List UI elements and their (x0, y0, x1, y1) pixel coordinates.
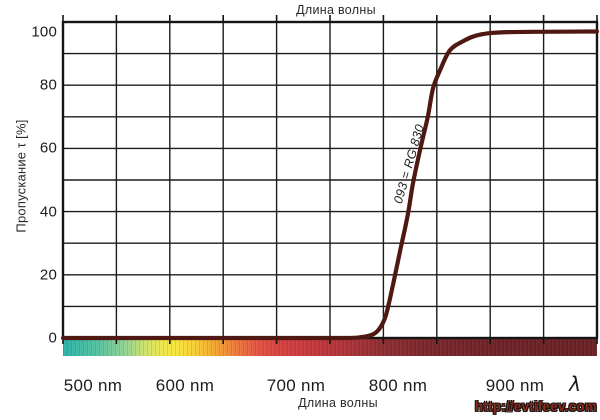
y-tick-label: 80 (39, 76, 57, 94)
top-axis-title: Длина волны (296, 3, 376, 17)
y-tick-label: 100 (31, 23, 57, 41)
y-tick-label: 20 (39, 266, 57, 284)
x-tick-label: 600 nm (155, 376, 215, 395)
x-tick-label: 700 nm (266, 376, 326, 395)
y-tick-label: 40 (39, 203, 57, 221)
lambda-axis-symbol: λ (569, 372, 581, 396)
x-tick-label: 500 nm (63, 376, 123, 395)
wavelength-spectrum-strip (63, 339, 597, 356)
y-tick-label: 0 (48, 329, 57, 347)
watermark-url: http://evtifeev.com (474, 399, 597, 414)
bottom-axis-title: Длина волны (298, 396, 378, 410)
y-tick-label: 60 (39, 139, 57, 157)
transmission-curve (60, 29, 600, 341)
x-tick-label: 800 nm (368, 376, 428, 395)
x-tick-label: 900 nm (485, 376, 545, 395)
